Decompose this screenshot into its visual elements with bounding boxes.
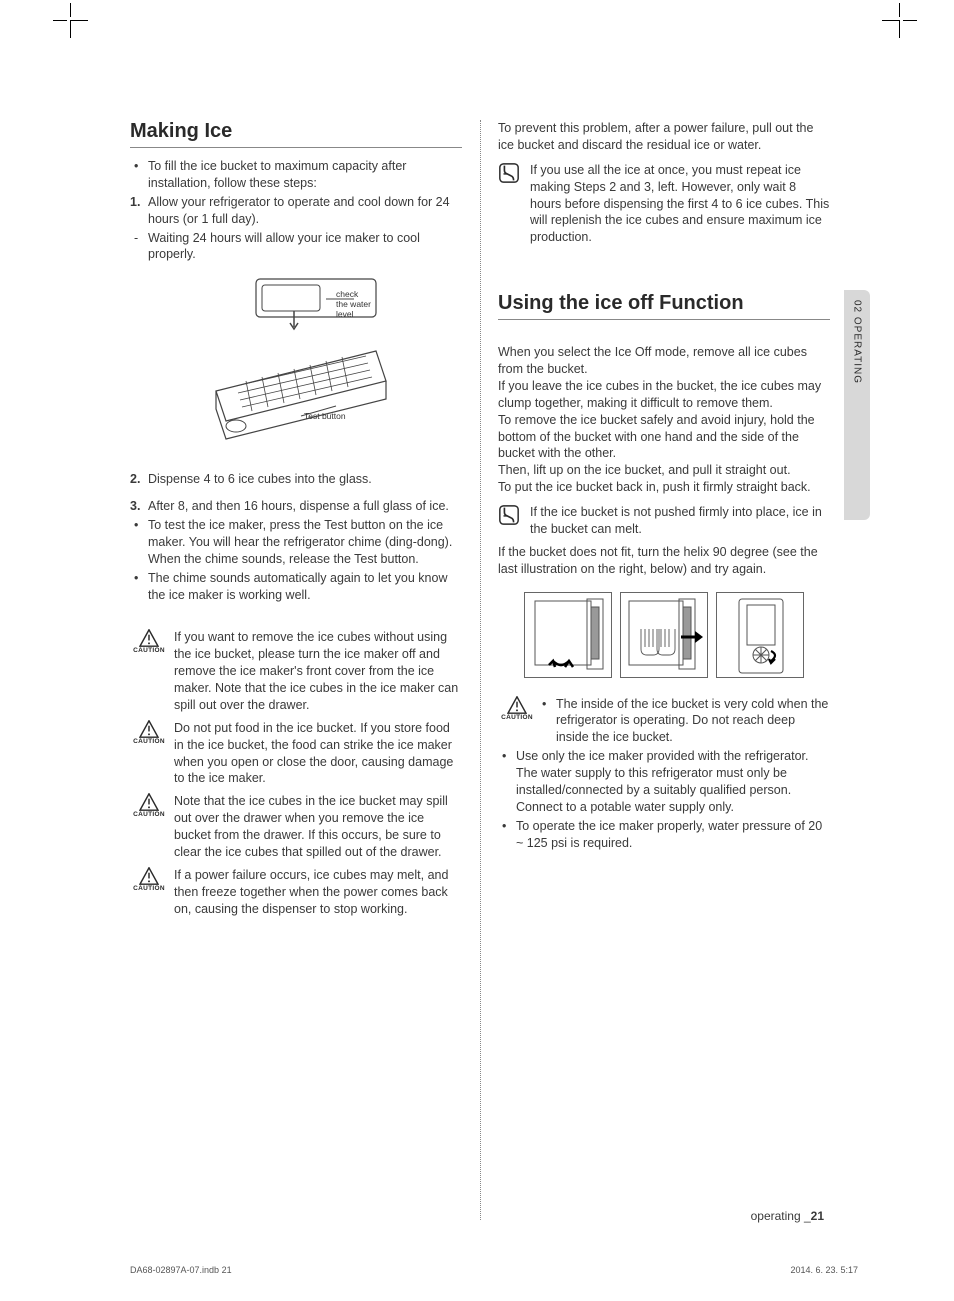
intro-list: To fill the ice bucket to maximum capaci…: [130, 158, 462, 192]
list-item: To test the ice maker, press the Test bu…: [148, 517, 462, 568]
list-item: 3.After 8, and then 16 hours, dispense a…: [148, 498, 462, 515]
caution-list-cont: Use only the ice maker provided with the…: [498, 748, 830, 851]
list-item: To fill the ice bucket to maximum capaci…: [148, 158, 462, 192]
list-item: The chime sounds automatically again to …: [148, 570, 462, 604]
caution-block: CAUTION Do not put food in the ice bucke…: [130, 720, 462, 788]
steps-list-3: 3. After 8, and then 16 hours, dispense a…: [130, 498, 462, 515]
ice-maker-figure: checkthe waterlevel Test button: [186, 271, 406, 461]
note-icon: [498, 162, 520, 184]
caution-label: CAUTION: [133, 811, 165, 818]
list-item: The inside of the ice bucket is very col…: [556, 696, 830, 747]
caution-icon: CAUTION: [130, 867, 168, 892]
step-number: 3.: [130, 498, 140, 515]
caution-label: CAUTION: [133, 647, 165, 654]
list-item: 1.Allow your refrigerator to operate and…: [148, 194, 462, 228]
page-content: Making Ice To fill the ice bucket to max…: [130, 120, 830, 917]
section-tab-label: 02 OPERATING: [852, 300, 863, 384]
section-tab: 02 OPERATING: [844, 290, 870, 520]
caution-list: The inside of the ice bucket is very col…: [542, 696, 830, 749]
steps-list: 1. Allow your refrigerator to operate and…: [130, 194, 462, 228]
dash-list: Waiting 24 hours will allow your ice mak…: [130, 230, 462, 264]
heading-ice-off: Using the ice off Function: [498, 292, 830, 320]
step-text: Allow your refrigerator to operate and c…: [148, 195, 450, 226]
crop-mark: [70, 20, 88, 38]
crop-mark: [882, 20, 900, 38]
right-column: To prevent this problem, after a power f…: [480, 120, 830, 917]
paragraph: Then, lift up on the ice bucket, and pul…: [498, 462, 830, 479]
step-number: 2.: [130, 471, 140, 488]
note-text: If the ice bucket is not pushed firmly i…: [530, 504, 830, 538]
imprint-line: DA68-02897A-07.indb 21 2014. 6. 23. 5:17: [130, 1265, 858, 1275]
paragraph: If the bucket does not fit, turn the hel…: [498, 544, 830, 578]
caution-block: CAUTION Note that the ice cubes in the i…: [130, 793, 462, 861]
list-item: 2.Dispense 4 to 6 ice cubes into the gla…: [148, 471, 462, 488]
list-item: To operate the ice maker properly, water…: [516, 818, 830, 852]
footer-section: operating _: [751, 1209, 811, 1223]
caution-text: Do not put food in the ice bucket. If yo…: [174, 720, 462, 788]
paragraph: To prevent this problem, after a power f…: [498, 120, 830, 154]
page-footer: operating _21: [751, 1209, 824, 1223]
caution-icon: CAUTION: [130, 793, 168, 818]
list-item: Waiting 24 hours will allow your ice mak…: [148, 230, 462, 264]
note-block: If you use all the ice at once, you must…: [498, 162, 830, 246]
after-list: To test the ice maker, press the Test bu…: [130, 517, 462, 603]
caution-icon: CAUTION: [130, 720, 168, 745]
heading-making-ice: Making Ice: [130, 120, 462, 148]
list-item: Use only the ice maker provided with the…: [516, 748, 830, 816]
note-icon: [498, 504, 520, 526]
imprint-date: 2014. 6. 23. 5:17: [790, 1265, 858, 1275]
footer-page-number: 21: [811, 1209, 824, 1223]
caution-icon: CAUTION: [498, 696, 536, 721]
step-number: 1.: [130, 194, 140, 211]
caution-block: CAUTION If you want to remove the ice cu…: [130, 629, 462, 713]
paragraph: If you leave the ice cubes in the bucket…: [498, 378, 830, 412]
left-column: Making Ice To fill the ice bucket to max…: [130, 120, 480, 917]
caution-text: If a power failure occurs, ice cubes may…: [174, 867, 462, 918]
steps-list-2: 2. Dispense 4 to 6 ice cubes into the gla…: [130, 471, 462, 488]
caution-text: Note that the ice cubes in the ice bucke…: [174, 793, 462, 861]
step-text: Dispense 4 to 6 ice cubes into the glass…: [148, 472, 372, 486]
figure-panel: [716, 592, 804, 678]
caution-icon: CAUTION: [130, 629, 168, 654]
step-text: After 8, and then 16 hours, dispense a f…: [148, 499, 449, 513]
figure-panel: [620, 592, 708, 678]
caution-label: CAUTION: [501, 714, 533, 721]
figure-label-test: Test button: [304, 411, 346, 421]
caution-label: CAUTION: [133, 738, 165, 745]
paragraph: When you select the Ice Off mode, remove…: [498, 344, 830, 378]
note-block: If the ice bucket is not pushed firmly i…: [498, 504, 830, 538]
caution-text: If you want to remove the ice cubes with…: [174, 629, 462, 713]
figure-panel: [524, 592, 612, 678]
caution-block: CAUTION The inside of the ice bucket is …: [498, 696, 830, 749]
removal-figures: [498, 592, 830, 678]
caution-block: CAUTION If a power failure occurs, ice c…: [130, 867, 462, 918]
paragraph: To put the ice bucket back in, push it f…: [498, 479, 830, 496]
note-text: If you use all the ice at once, you must…: [530, 162, 830, 246]
imprint-file: DA68-02897A-07.indb 21: [130, 1265, 232, 1275]
paragraph: To remove the ice bucket safely and avoi…: [498, 412, 830, 463]
figure-label-check: checkthe waterlevel: [336, 289, 371, 319]
caution-label: CAUTION: [133, 885, 165, 892]
